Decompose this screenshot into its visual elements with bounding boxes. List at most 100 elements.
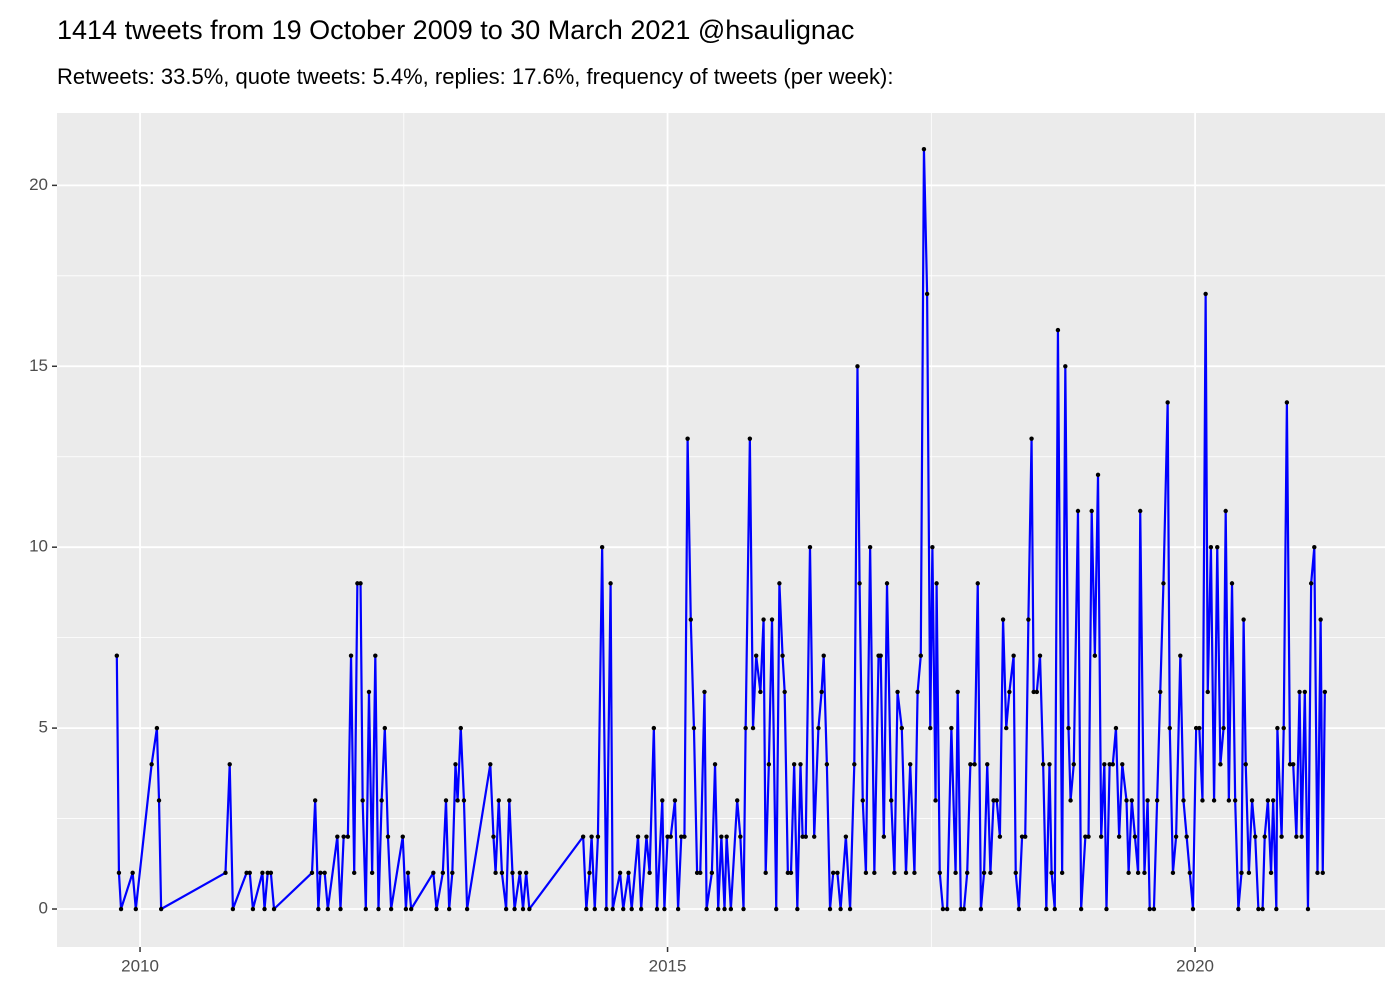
point	[325, 906, 331, 912]
point	[665, 834, 670, 839]
point	[223, 870, 228, 876]
point	[1232, 798, 1238, 803]
point	[819, 689, 824, 695]
point	[753, 653, 759, 658]
point	[400, 834, 405, 839]
point	[496, 798, 501, 803]
point	[1037, 653, 1043, 658]
point	[798, 762, 803, 767]
point	[262, 906, 267, 912]
point	[638, 906, 644, 912]
point	[889, 798, 894, 803]
point	[766, 762, 772, 767]
point	[403, 906, 409, 912]
point	[1071, 762, 1076, 767]
point	[1190, 906, 1196, 912]
point	[924, 291, 930, 297]
point	[672, 798, 678, 803]
point	[230, 906, 236, 912]
point	[341, 834, 346, 839]
point	[668, 834, 673, 839]
point	[1308, 581, 1314, 586]
point	[453, 762, 458, 767]
point	[488, 762, 493, 767]
point	[824, 762, 830, 767]
point	[461, 798, 467, 803]
point	[852, 762, 857, 767]
point	[1066, 725, 1071, 731]
point	[464, 906, 470, 912]
point	[1047, 762, 1052, 767]
point	[1249, 798, 1255, 803]
point	[761, 617, 766, 622]
point	[149, 762, 154, 767]
point	[512, 906, 517, 912]
point	[1095, 472, 1101, 478]
point	[1178, 653, 1183, 658]
point	[1215, 544, 1220, 550]
point	[1135, 870, 1141, 876]
point	[777, 581, 782, 586]
point	[709, 870, 715, 876]
point	[1205, 689, 1210, 695]
point	[857, 581, 862, 586]
point	[867, 544, 873, 550]
point	[934, 581, 939, 586]
point	[691, 725, 697, 731]
point	[908, 762, 913, 767]
point	[446, 906, 452, 912]
point	[1113, 725, 1119, 731]
point	[1236, 906, 1241, 912]
point	[895, 689, 900, 695]
point	[250, 906, 256, 912]
point	[1124, 798, 1129, 803]
point	[271, 906, 277, 912]
point	[997, 834, 1003, 839]
point	[1200, 798, 1205, 803]
point	[1270, 798, 1276, 803]
point	[510, 870, 515, 876]
point	[450, 870, 455, 876]
point	[617, 870, 623, 876]
point	[608, 581, 613, 586]
point	[1075, 508, 1081, 514]
point	[1011, 653, 1016, 658]
point	[1226, 798, 1232, 803]
point	[930, 544, 935, 550]
point	[587, 870, 592, 876]
point	[363, 906, 369, 912]
point	[1291, 762, 1296, 767]
point	[961, 906, 967, 912]
point	[702, 689, 707, 695]
point	[1173, 834, 1179, 839]
point	[741, 906, 746, 912]
point	[1315, 870, 1320, 876]
point	[758, 689, 763, 695]
point	[654, 906, 660, 912]
point	[662, 906, 667, 912]
point	[1181, 798, 1186, 803]
point	[863, 870, 869, 876]
point	[878, 653, 883, 658]
point	[821, 653, 826, 658]
point	[118, 906, 124, 912]
y-tick-label: 0	[39, 898, 48, 917]
point	[1312, 544, 1317, 550]
point	[1246, 870, 1252, 876]
point	[385, 834, 391, 839]
point	[1218, 762, 1223, 767]
point	[1132, 834, 1138, 839]
point	[838, 906, 843, 912]
point	[1184, 834, 1189, 839]
point	[493, 870, 498, 876]
point	[981, 870, 987, 876]
point	[647, 870, 652, 876]
point	[503, 906, 509, 912]
point	[788, 870, 794, 876]
point	[527, 906, 532, 912]
point	[1044, 906, 1049, 912]
point	[944, 906, 950, 912]
point	[1019, 834, 1025, 839]
point	[795, 906, 800, 912]
point	[382, 725, 388, 731]
